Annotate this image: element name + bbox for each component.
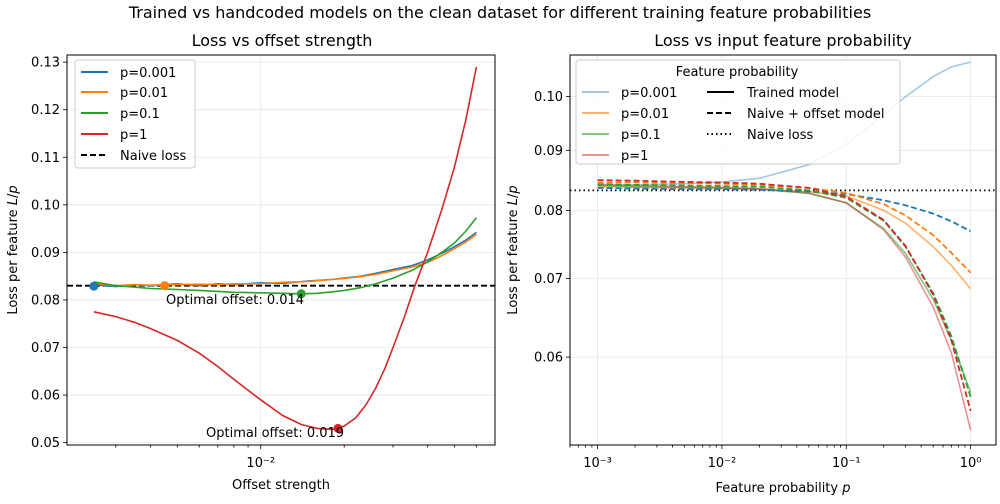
- right-chart-title: Loss vs input feature probability: [654, 31, 912, 50]
- right-offset-p01: [597, 183, 972, 398]
- right-ytick-label-4: 0.10: [534, 90, 563, 105]
- left-ytick-label-2: 0.07: [31, 341, 60, 356]
- right-xtick-label-1: 10⁻²: [708, 456, 737, 471]
- chart-loss-vs-offset: Loss vs offset strength 0.05 0.06 0.07 0.08…: [6, 31, 496, 493]
- legend-label-naive: Naive loss: [120, 149, 186, 164]
- left-y-axis-label: Loss per feature L/p: [6, 185, 21, 314]
- left-ytick-label-5: 0.10: [31, 198, 60, 213]
- left-legend: p=0.001 p=0.01 p=0.1 p=1 Naive loss: [74, 59, 196, 169]
- legend-label-p0001: p=0.001: [120, 66, 176, 81]
- right-offset-p001: [597, 181, 972, 274]
- chart-loss-vs-probability: Loss vs input feature probability 0.060.…: [506, 31, 997, 496]
- legend-title: Feature probability: [676, 65, 799, 80]
- right-axes: 0.06 0.07 0.08 0.09 0.10 10⁻³ 10⁻² 10⁻¹ 10⁰: [534, 90, 981, 471]
- legend-label-p0001: p=0.001: [621, 86, 677, 101]
- right-trained-p01: [597, 184, 972, 393]
- left-line-p0001: [93, 231, 477, 288]
- left-optimal-marker-p01: [296, 289, 306, 299]
- left-optimal-marker-p001: [160, 281, 170, 291]
- left-optimal-marker-p0001: [89, 281, 99, 291]
- left-ytick-label-3: 0.08: [31, 293, 60, 308]
- right-trained-p1: [597, 183, 972, 431]
- legend-label-p001: p=0.01: [120, 86, 168, 101]
- left-line-p001: [93, 233, 477, 287]
- legend-label-p01: p=0.1: [120, 107, 160, 122]
- legend-label-trained: Trained model: [746, 86, 839, 101]
- right-xtick-label-3: 10⁰: [960, 456, 982, 471]
- left-xtick-label-0: 10⁻²: [246, 456, 275, 471]
- right-ytick-label-3: 0.09: [534, 144, 563, 159]
- legend-label-naive: Naive loss: [747, 128, 813, 143]
- left-plot-frame: [66, 54, 496, 446]
- figure-title: Trained vs handcoded models on the clean…: [128, 3, 871, 22]
- legend-label-offset: Naive + offset model: [747, 107, 885, 122]
- right-plot-frame: [569, 54, 997, 446]
- right-legend: Feature probability p=0.001 p=0.01 p=0.1…: [575, 59, 901, 165]
- left-ytick-label-0: 0.05: [31, 436, 60, 451]
- right-offset-p0001: [597, 187, 972, 232]
- left-chart-title: Loss vs offset strength: [192, 31, 373, 50]
- left-annotation-0: Optimal offset: 0.014: [166, 293, 304, 308]
- right-y-axis-label: Loss per feature L/p: [506, 185, 521, 314]
- right-offset-p1: [597, 179, 972, 412]
- left-ytick-label-4: 0.09: [31, 246, 60, 261]
- left-x-axis-label: Offset strength: [232, 478, 330, 493]
- legend-label-p01: p=0.1: [621, 128, 661, 143]
- left-optimal-marker-p1: [333, 423, 343, 433]
- left-ytick-label-6: 0.11: [31, 151, 60, 166]
- right-series-lines: [597, 61, 972, 431]
- right-x-axis-label: Feature probability p: [715, 481, 850, 496]
- left-axes: 0.05 0.06 0.07 0.08 0.09 0.10 0.11 0.12 0.13 10⁻²: [31, 56, 477, 471]
- legend-label-p1: p=1: [120, 128, 147, 143]
- legend-label-p001: p=0.01: [621, 107, 669, 122]
- right-ytick-label-0: 0.06: [534, 351, 563, 366]
- legend-label-p1: p=1: [621, 149, 648, 164]
- left-line-p01: [93, 217, 478, 295]
- left-optimal-markers: [89, 281, 343, 433]
- left-ytick-label-8: 0.13: [31, 56, 60, 71]
- right-xtick-label-2: 10⁻¹: [832, 456, 861, 471]
- right-ytick-label-1: 0.07: [534, 272, 563, 287]
- left-ytick-label-1: 0.06: [31, 389, 60, 404]
- right-ytick-label-2: 0.08: [534, 204, 563, 219]
- left-annotation-1: Optimal offset: 0.019: [206, 426, 344, 441]
- left-ytick-label-7: 0.12: [31, 103, 60, 118]
- right-xtick-label-0: 10⁻³: [583, 456, 612, 471]
